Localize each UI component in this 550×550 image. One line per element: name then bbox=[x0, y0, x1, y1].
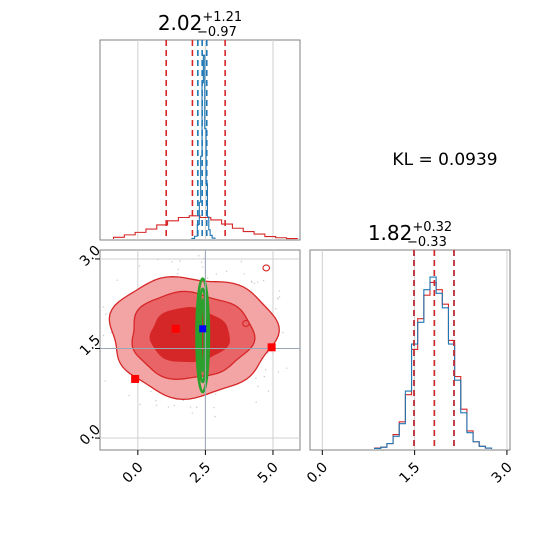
scatter-point bbox=[262, 279, 265, 282]
scatter-point bbox=[198, 255, 200, 257]
x-tick-label: 3.0 bbox=[489, 460, 516, 487]
scatter-point bbox=[179, 260, 181, 262]
scatter-point bbox=[139, 403, 141, 406]
scatter-point bbox=[173, 404, 176, 407]
scatter-point bbox=[201, 266, 204, 268]
scatter-point bbox=[225, 270, 228, 273]
scatter-point bbox=[110, 331, 112, 334]
scatter-point bbox=[128, 394, 130, 397]
scatter-point bbox=[213, 406, 215, 409]
contour-island bbox=[242, 319, 250, 327]
contour-green-outer bbox=[195, 277, 211, 394]
scatter-point bbox=[200, 261, 203, 263]
scatter-point bbox=[256, 281, 259, 283]
scatter-point bbox=[286, 367, 288, 369]
panel-joint: 0.0 2.5 5.00.01.53.0 bbox=[77, 243, 301, 487]
scatter-point bbox=[264, 369, 267, 371]
scatter-point bbox=[272, 352, 274, 354]
blue-square-marker bbox=[199, 325, 207, 333]
scatter-point bbox=[102, 306, 105, 308]
scatter-point bbox=[191, 412, 193, 414]
scatter-point bbox=[105, 313, 107, 315]
scatter-point bbox=[104, 380, 106, 382]
scatter-point bbox=[282, 331, 284, 334]
title-x: 2.02+1.21 bbox=[158, 10, 242, 35]
scatter-point bbox=[167, 406, 170, 408]
scatter-point bbox=[214, 415, 216, 418]
x-tick-label: 0.0 bbox=[304, 460, 331, 487]
scatter-point bbox=[102, 334, 105, 337]
scatter-point bbox=[278, 290, 281, 292]
scatter-point bbox=[155, 404, 158, 406]
scatter-point bbox=[253, 282, 256, 284]
title-x-plus: +1.21 bbox=[202, 10, 242, 25]
scatter-point bbox=[116, 279, 118, 281]
red-histogram bbox=[112, 215, 298, 240]
red-histogram bbox=[374, 281, 493, 449]
scatter-point bbox=[240, 260, 243, 263]
scatter-point bbox=[206, 277, 209, 279]
red-square-marker bbox=[267, 343, 276, 352]
scatter-point bbox=[257, 385, 259, 388]
x-tick-label: 0.0 bbox=[120, 460, 147, 487]
scatter-point bbox=[177, 268, 180, 271]
scatter-point bbox=[214, 393, 217, 395]
title-y-value: 1.82 bbox=[368, 221, 413, 245]
scatter-point bbox=[138, 265, 141, 267]
red-square-marker bbox=[171, 324, 180, 333]
blue-histogram bbox=[191, 54, 216, 239]
contour-green-inner bbox=[199, 298, 206, 373]
scatter-point bbox=[277, 298, 279, 300]
scatter-point bbox=[243, 273, 245, 275]
title-x-value: 2.02 bbox=[158, 11, 203, 35]
red-square-marker bbox=[131, 374, 140, 383]
scatter-point bbox=[255, 401, 257, 404]
scatter-point bbox=[263, 375, 266, 378]
panel-frame bbox=[309, 249, 511, 451]
title-y-minus: −0.33 bbox=[407, 235, 447, 250]
scatter-point bbox=[267, 352, 269, 354]
scatter-point bbox=[278, 296, 281, 298]
scatter-point bbox=[275, 308, 277, 310]
scatter-point bbox=[215, 273, 218, 275]
title-x-minus: −0.97 bbox=[197, 25, 237, 40]
scatter-point bbox=[250, 280, 253, 282]
scatter-point bbox=[171, 261, 173, 263]
scatter-point bbox=[255, 377, 257, 379]
scatter-point bbox=[155, 400, 157, 402]
scatter-point bbox=[157, 258, 159, 261]
x-tick-label: 5.0 bbox=[255, 460, 282, 487]
blue-histogram bbox=[374, 276, 493, 450]
title-y: 1.82+0.32 bbox=[368, 220, 452, 245]
title-y-plus: +0.32 bbox=[412, 220, 452, 235]
panel-frame bbox=[99, 39, 301, 241]
scatter-point bbox=[176, 272, 179, 275]
panel-marginal-y: 0.0 1.5 3.0 1.82+0.32 −0.33 bbox=[304, 220, 516, 487]
x-tick-label: 1.5 bbox=[396, 460, 423, 487]
scatter-point bbox=[251, 281, 253, 284]
scatter-point bbox=[277, 371, 280, 373]
kl-annotation: KL = 0.0939 bbox=[392, 150, 497, 170]
panel-marginal-x: 2.02+1.21 −0.97 bbox=[99, 10, 301, 241]
x-tick-label: 2.5 bbox=[187, 460, 214, 487]
scatter-point bbox=[203, 257, 205, 260]
panel-frame bbox=[99, 249, 301, 451]
scatter-point bbox=[195, 406, 198, 409]
scatter-point bbox=[267, 390, 270, 392]
scatter-point bbox=[150, 390, 152, 393]
contour-island bbox=[262, 264, 271, 272]
scatter-point bbox=[189, 406, 192, 408]
contour-green-middle bbox=[197, 287, 209, 384]
